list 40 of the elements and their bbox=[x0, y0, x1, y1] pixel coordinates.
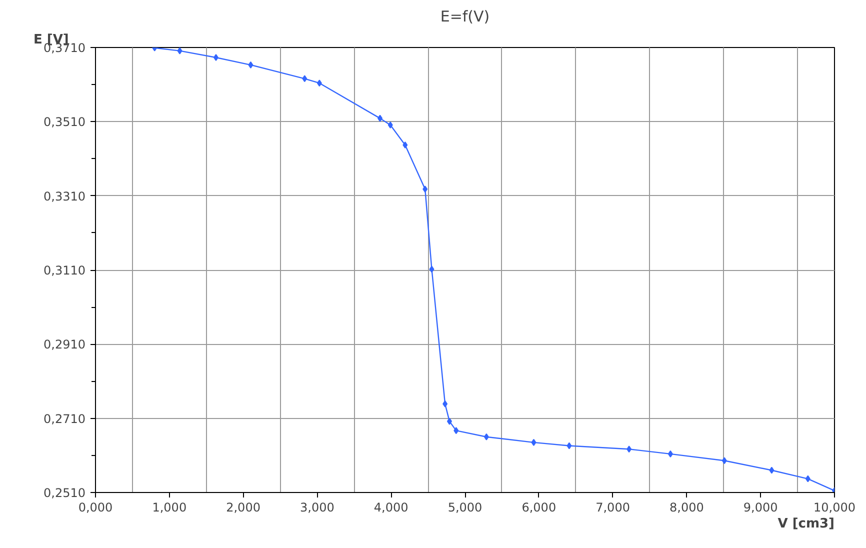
x-tick-label: 5,000 bbox=[448, 500, 482, 514]
point bbox=[531, 438, 536, 446]
x-axis-title: V [cm3] bbox=[778, 516, 835, 532]
x-tick-label: 3,000 bbox=[300, 500, 334, 514]
y-tick-label: 0,3510 bbox=[44, 115, 86, 130]
x-tick-label: 10,000 bbox=[814, 500, 856, 514]
point bbox=[566, 442, 572, 450]
point bbox=[177, 48, 182, 54]
y-tick-label: 0,2910 bbox=[44, 338, 86, 352]
chart-title: E=f(V) bbox=[440, 8, 490, 26]
y-tick-label: 0,2510 bbox=[44, 486, 86, 500]
point bbox=[388, 122, 393, 129]
point bbox=[722, 457, 727, 464]
point bbox=[769, 466, 774, 474]
point bbox=[668, 450, 673, 458]
point bbox=[248, 61, 254, 68]
point bbox=[429, 266, 434, 273]
point bbox=[446, 418, 452, 425]
x-tick-label: 8,000 bbox=[670, 500, 704, 514]
x-tick-label: 2,000 bbox=[226, 500, 260, 514]
y-tick-label: 0,3310 bbox=[44, 189, 86, 204]
x-tick-label: 4,000 bbox=[374, 500, 408, 514]
x-tick-label: 0,000 bbox=[78, 500, 113, 514]
y-tick-label: 0,3110 bbox=[44, 264, 86, 278]
point bbox=[422, 186, 428, 193]
y-tick-label: 0,2710 bbox=[44, 412, 86, 426]
point bbox=[626, 446, 632, 453]
x-tick-label: 6,000 bbox=[522, 500, 556, 514]
point bbox=[316, 80, 322, 87]
x-tick-label: 7,000 bbox=[596, 500, 630, 514]
point bbox=[213, 54, 218, 62]
x-tick-label: 1,000 bbox=[152, 500, 187, 514]
point bbox=[402, 142, 408, 149]
point bbox=[484, 433, 489, 440]
point bbox=[442, 400, 448, 408]
point bbox=[378, 114, 383, 122]
point bbox=[805, 475, 810, 482]
point bbox=[302, 75, 308, 82]
point bbox=[454, 427, 459, 434]
x-tick-label: 9,000 bbox=[743, 500, 778, 514]
